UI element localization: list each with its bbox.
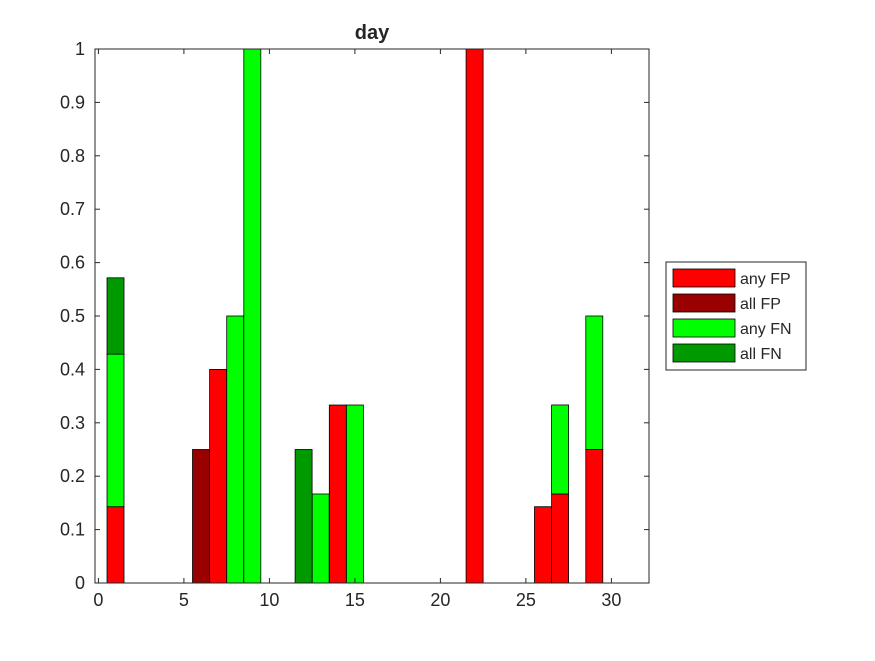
x-tick-label: 15 xyxy=(345,590,365,610)
legend-label-all-fn: all FN xyxy=(740,346,782,363)
y-tick-label: 0.2 xyxy=(60,466,85,486)
legend: any FP all FP any FN all FN xyxy=(665,261,807,371)
x-tick-label: 5 xyxy=(179,590,189,610)
y-tick-label: 0.7 xyxy=(60,199,85,219)
bar-segment-any-fp-x7 xyxy=(209,368,228,584)
legend-label-all-fp: all FP xyxy=(740,296,781,313)
bar-segment-any-fn-x13 xyxy=(311,493,330,584)
bar-segment-any-fp-x27 xyxy=(551,493,569,584)
y-tick-label: 0.6 xyxy=(60,253,85,273)
bar-segment-any-fp-x1 xyxy=(106,506,125,584)
x-tick-label: 10 xyxy=(259,590,279,610)
bar-segment-any-fn-x1 xyxy=(106,353,125,508)
bar-segment-all-fn-x1 xyxy=(106,277,125,355)
x-tick-label: 25 xyxy=(516,590,536,610)
bar-segment-all-fp-x6 xyxy=(192,449,210,584)
y-tick-label: 0.9 xyxy=(60,92,85,112)
bar-segment-any-fn-x27 xyxy=(551,404,569,495)
y-tick-label: 0.1 xyxy=(60,520,85,540)
y-tick-label: 0 xyxy=(75,573,85,593)
x-tick-label: 20 xyxy=(430,590,450,610)
x-tick-label: 0 xyxy=(93,590,103,610)
bar-segment-any-fp-x26 xyxy=(534,506,552,584)
bar-segment-any-fn-x15 xyxy=(346,404,364,584)
legend-swatch-any-fp xyxy=(672,268,736,288)
chart-title: day xyxy=(355,22,390,44)
bar-segment-any-fp-x29 xyxy=(585,449,604,584)
bar-segment-any-fp-x22 xyxy=(465,48,484,584)
axis-ticks: 0 5 10 15 20 25 30 0 0.1 0.2 0.3 0.4 0.5 0.6 0.7 0.8 0.9… xyxy=(60,39,649,610)
bar-segment-any-fn-x29 xyxy=(585,315,604,450)
bar-segment-any-fn-x9 xyxy=(243,48,262,584)
legend-swatch-all-fn xyxy=(672,343,736,363)
legend-label-any-fp: any FP xyxy=(740,271,791,288)
y-tick-label: 0.5 xyxy=(60,306,85,326)
legend-label-any-fn: any FN xyxy=(740,321,792,338)
legend-swatch-all-fp xyxy=(672,293,736,313)
y-tick-label: 0.4 xyxy=(60,359,85,379)
x-tick-label: 30 xyxy=(601,590,621,610)
y-tick-label: 1 xyxy=(75,39,85,59)
y-tick-label: 0.3 xyxy=(60,413,85,433)
bar-segment-all-fn-x12 xyxy=(294,449,313,584)
bar-segment-any-fp-x14 xyxy=(328,404,347,584)
bars-layer xyxy=(106,48,604,584)
y-tick-label: 0.8 xyxy=(60,146,85,166)
bar-segment-any-fn-x8 xyxy=(226,315,245,584)
legend-swatch-any-fn xyxy=(672,318,736,338)
